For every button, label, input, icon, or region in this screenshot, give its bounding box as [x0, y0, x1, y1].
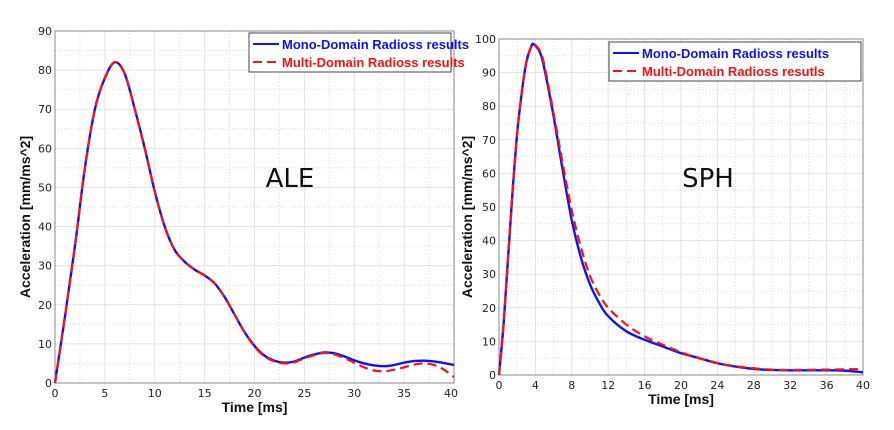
y-tick-label: 90: [38, 25, 52, 38]
y-tick-label: 100: [475, 33, 496, 46]
y-tick-label: 50: [482, 201, 496, 214]
x-tick-label: 36: [820, 379, 834, 392]
y-tick-label: 70: [38, 103, 52, 116]
x-tick-label: 15: [198, 387, 212, 400]
plot-frame: [54, 30, 455, 384]
legend-box: [608, 41, 862, 82]
y-tick-label: 30: [482, 268, 496, 281]
chart-annotation: ALE: [266, 164, 315, 194]
y-tick-label: 80: [38, 64, 52, 77]
y-tick-label: 40: [38, 221, 52, 234]
legend-entry: Mono-Domain Radioss results: [642, 46, 829, 61]
y-tick-label: 30: [38, 260, 52, 273]
x-tick-label: 40: [856, 379, 870, 392]
x-tick-label: 16: [638, 379, 652, 392]
series-line-multi-domain: [497, 42, 864, 376]
y-tick-label: 10: [482, 335, 496, 348]
y-tick-label: 50: [38, 181, 52, 194]
chart-panel-ale: 0 5 10 15 20 25 30 35 40 0 10 20 30 40 50 60 70 80 90 ALE Ti…: [17, 25, 469, 415]
y-tick-label: 0: [489, 369, 496, 382]
x-tick-label: 25: [297, 387, 311, 400]
chart-annotation: SPH: [682, 164, 734, 194]
x-tick-label: 0: [496, 379, 503, 392]
y-tick-label: 20: [482, 302, 496, 315]
legend-entry: Mono-Domain Radioss results: [282, 37, 469, 52]
legend: Mono-Domain Radioss results Multi-Domain …: [248, 32, 469, 73]
x-tick-label: 20: [248, 387, 262, 400]
x-tick-label: 10: [148, 387, 162, 400]
x-tick-label: 28: [747, 379, 761, 392]
plot-frame: [498, 38, 864, 376]
x-axis-label: Time [ms]: [222, 399, 288, 415]
legend-entry: Multi-Domain Radioss results: [282, 55, 465, 70]
series-line-mono-domain: [53, 61, 455, 384]
x-tick-label: 0: [52, 387, 59, 400]
x-tick-label: 30: [347, 387, 361, 400]
x-tick-label: 4: [532, 379, 539, 392]
x-tick-label: 20: [674, 379, 688, 392]
legend-box: [248, 32, 452, 73]
x-tick-label: 24: [710, 379, 724, 392]
y-tick-label: 20: [38, 299, 52, 312]
x-tick-label: 8: [568, 379, 575, 392]
y-axis-label: Acceleration [mm/ms^2]: [459, 136, 475, 298]
chart-panel-sph: 0 4 8 12 16 20 24 28 32 36 40 0 10 20 30 40 50 60 70 80 90 10…: [459, 33, 870, 407]
x-tick-label: 5: [101, 387, 108, 400]
legend: Mono-Domain Radioss results Multi-Domain …: [608, 41, 862, 82]
x-tick-label: 40: [444, 387, 458, 400]
y-tick-label: 10: [38, 338, 52, 351]
y-tick-label: 60: [38, 142, 52, 155]
legend-entry: Multi-Domain Radioss resutls: [642, 64, 825, 79]
y-axis-label: Acceleration [mm/ms^2]: [17, 136, 33, 298]
y-tick-label: 60: [482, 167, 496, 180]
x-axis-label: Time [ms]: [648, 391, 714, 407]
y-tick-label: 70: [482, 134, 496, 147]
y-tick-label: 90: [482, 67, 496, 80]
x-tick-label: 12: [601, 379, 615, 392]
y-tick-label: 0: [45, 377, 52, 390]
x-tick-label: 35: [397, 387, 411, 400]
x-tick-label: 32: [783, 379, 797, 392]
y-tick-label: 80: [482, 100, 496, 113]
y-tick-label: 40: [482, 235, 496, 248]
